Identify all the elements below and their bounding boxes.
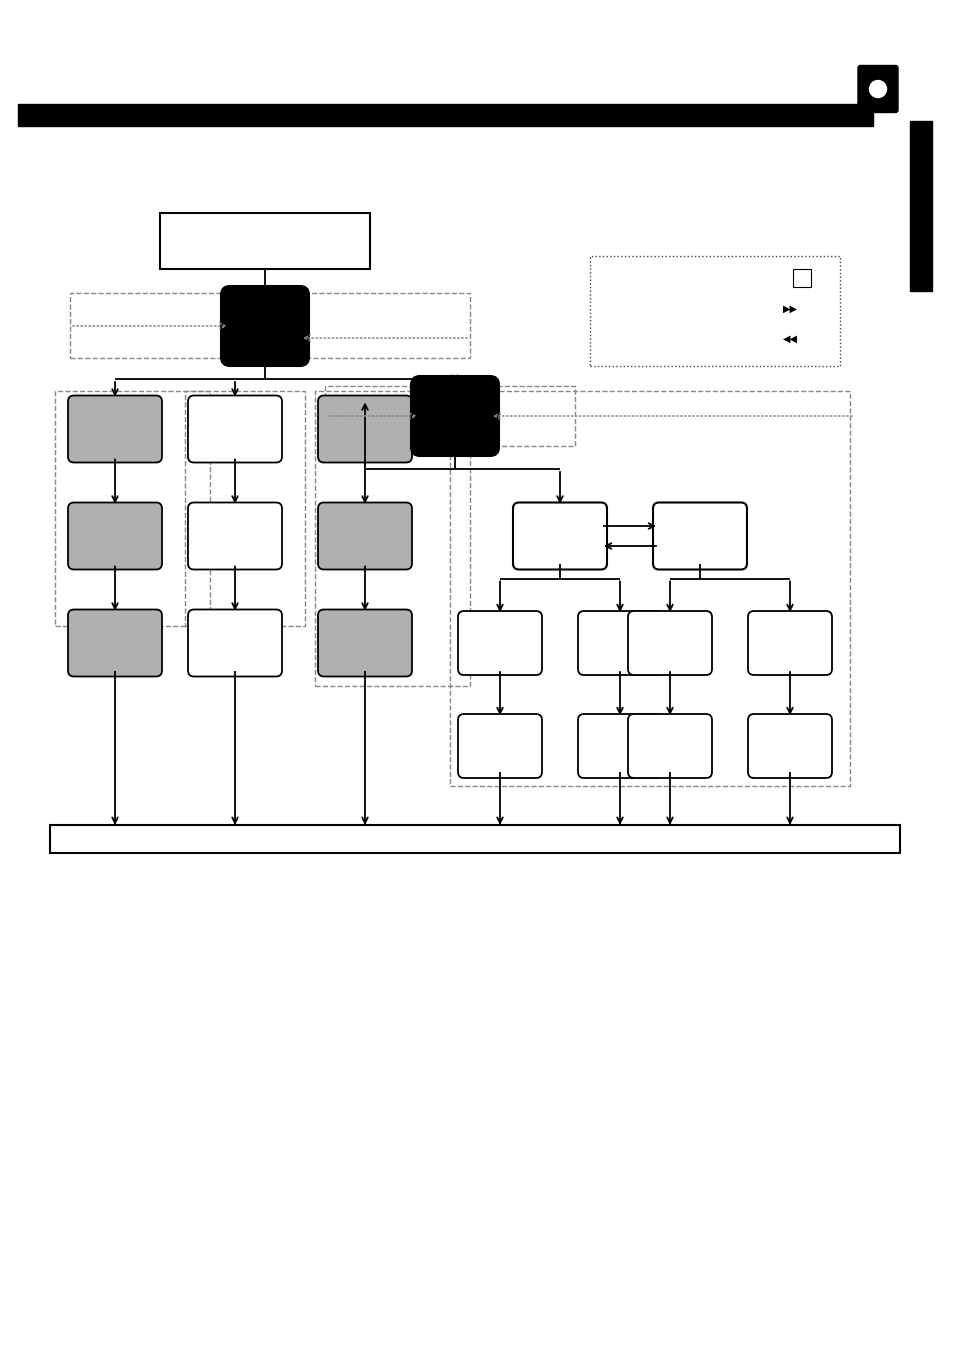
Bar [18,104,872,126]
Bar [792,269,810,286]
FancyBboxPatch shape [627,713,711,778]
Bar [55,390,210,626]
FancyBboxPatch shape [457,611,541,676]
FancyBboxPatch shape [221,286,309,366]
Bar [160,213,370,269]
Text: ▶▶: ▶▶ [781,304,797,313]
Bar [314,390,470,686]
FancyBboxPatch shape [317,396,412,462]
FancyBboxPatch shape [457,713,541,778]
FancyBboxPatch shape [188,503,282,570]
FancyBboxPatch shape [578,611,661,676]
Bar [909,122,931,290]
Bar [185,390,305,626]
FancyBboxPatch shape [68,396,162,462]
Text: ◀◀: ◀◀ [781,334,797,343]
Bar [589,255,840,366]
FancyBboxPatch shape [627,611,711,676]
FancyBboxPatch shape [513,503,606,570]
Bar [50,825,899,852]
FancyBboxPatch shape [68,609,162,677]
FancyBboxPatch shape [68,503,162,570]
Bar [70,293,470,358]
Circle shape [868,81,885,97]
FancyBboxPatch shape [188,396,282,462]
FancyBboxPatch shape [411,376,498,457]
FancyBboxPatch shape [317,503,412,570]
FancyBboxPatch shape [857,65,897,112]
FancyBboxPatch shape [652,503,746,570]
Bar [450,390,849,786]
Bar [325,386,575,446]
FancyBboxPatch shape [747,713,831,778]
FancyBboxPatch shape [317,609,412,677]
FancyBboxPatch shape [188,609,282,677]
FancyBboxPatch shape [578,713,661,778]
FancyBboxPatch shape [747,611,831,676]
